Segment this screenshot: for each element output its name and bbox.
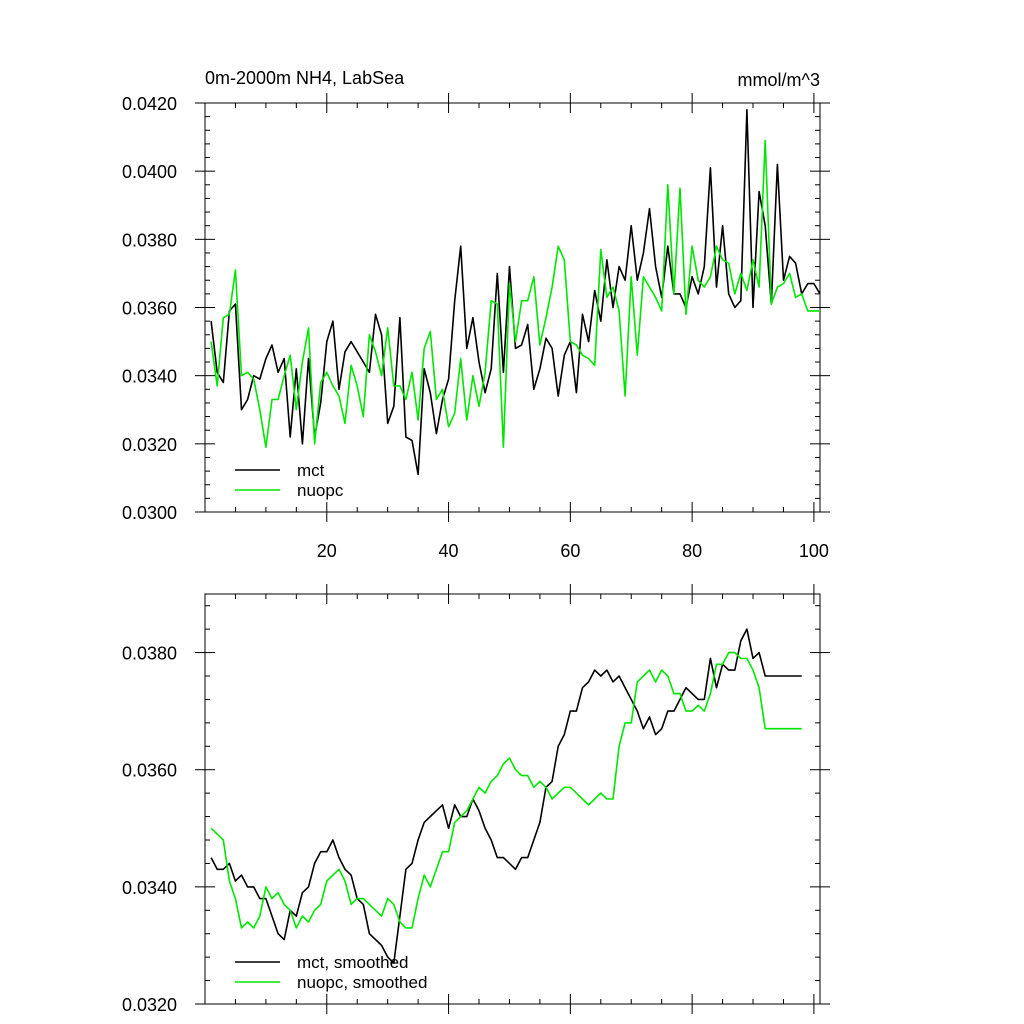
x-tick-label: 40 xyxy=(439,541,459,561)
series-line-mct xyxy=(210,109,821,476)
units-label: mmol/m^3 xyxy=(738,70,820,90)
legend-label: mct xyxy=(297,461,325,480)
y-tick-label: 0.0380 xyxy=(122,230,177,250)
top-series-group xyxy=(210,109,821,476)
series-line-nuopc xyxy=(210,139,820,449)
bottom-series-group xyxy=(210,628,802,964)
plot-frame xyxy=(204,593,821,1005)
y-tick-label: 0.0300 xyxy=(122,503,177,523)
y-tick-label: 0.0340 xyxy=(122,878,177,898)
chart-title: 0m-2000m NH4, LabSea xyxy=(205,68,405,88)
legend-label: mct, smoothed xyxy=(297,953,409,972)
x-tick-label: 100 xyxy=(799,541,829,561)
y-tick-label: 0.0420 xyxy=(122,94,177,114)
y-tick-label: 0.0320 xyxy=(122,995,177,1015)
bottom-panel: 0.0320 0.0340 0.0360 0.0380 mct, smoothednu… xyxy=(122,584,830,1015)
y-tick-label: 0.0400 xyxy=(122,162,177,182)
y-tick-label: 0.0360 xyxy=(122,299,177,319)
y-tick-label: 0.0380 xyxy=(122,644,177,664)
y-tick-label: 0.0360 xyxy=(122,761,177,781)
top-axes: 20 40 60 80 100 0.0300 0.0320 0.0340 0.0360 0.038… xyxy=(122,93,830,561)
y-tick-label: 0.0340 xyxy=(122,367,177,387)
legend-label: nuopc xyxy=(297,481,344,500)
series-line-nuopc-smoothed xyxy=(210,651,802,929)
x-tick-label: 20 xyxy=(317,541,337,561)
top-panel: 0m-2000m NH4, LabSea mmol/m^3 20 40 60 80 10… xyxy=(122,68,830,561)
x-tick-label: 80 xyxy=(682,541,702,561)
series-line-mct-smoothed xyxy=(210,628,802,964)
x-tick-label: 60 xyxy=(560,541,580,561)
y-tick-label: 0.0320 xyxy=(122,435,177,455)
legend-label: nuopc, smoothed xyxy=(297,973,427,992)
bottom-axes: 0.0320 0.0340 0.0360 0.0380 xyxy=(122,584,830,1015)
